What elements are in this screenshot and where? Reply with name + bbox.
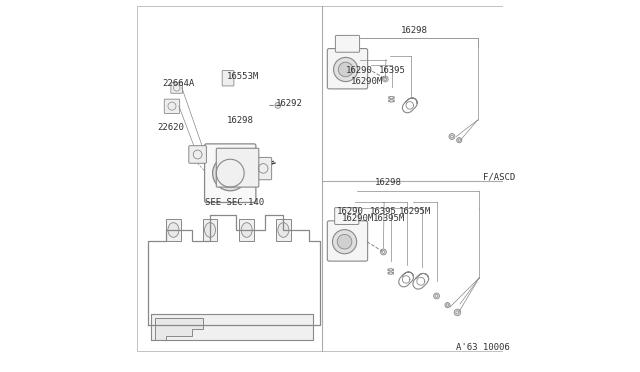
- Text: 22664A: 22664A: [163, 79, 195, 88]
- Text: 16292: 16292: [276, 99, 303, 108]
- Text: A'63 10006: A'63 10006: [456, 343, 509, 352]
- Text: 16290: 16290: [337, 207, 364, 216]
- FancyBboxPatch shape: [335, 208, 359, 224]
- FancyBboxPatch shape: [164, 99, 180, 113]
- Text: 16290: 16290: [346, 66, 372, 75]
- Circle shape: [445, 302, 450, 308]
- Circle shape: [454, 309, 461, 316]
- Text: 16290M: 16290M: [351, 77, 383, 86]
- FancyBboxPatch shape: [327, 49, 367, 89]
- Circle shape: [449, 134, 455, 140]
- FancyBboxPatch shape: [327, 221, 367, 261]
- Text: 22620: 22620: [157, 123, 184, 132]
- Text: 16298: 16298: [227, 116, 253, 125]
- Circle shape: [333, 57, 358, 81]
- Text: 16295M: 16295M: [399, 207, 431, 216]
- FancyBboxPatch shape: [222, 71, 234, 86]
- Text: 16395: 16395: [369, 207, 396, 216]
- Text: SEE SEC.140: SEE SEC.140: [205, 198, 264, 207]
- Bar: [166, 219, 180, 241]
- Text: F/ASCD: F/ASCD: [483, 172, 515, 181]
- Text: 16553M: 16553M: [227, 71, 259, 81]
- Circle shape: [275, 102, 281, 108]
- Bar: [239, 219, 254, 241]
- Text: 16298: 16298: [375, 178, 402, 187]
- Text: 16290M: 16290M: [342, 215, 374, 224]
- FancyBboxPatch shape: [171, 83, 182, 93]
- Circle shape: [337, 234, 352, 249]
- Circle shape: [380, 249, 387, 255]
- Text: 16298: 16298: [401, 26, 428, 35]
- FancyBboxPatch shape: [205, 144, 256, 202]
- Polygon shape: [152, 314, 313, 340]
- FancyBboxPatch shape: [335, 35, 360, 52]
- Circle shape: [212, 155, 248, 191]
- Ellipse shape: [241, 223, 252, 237]
- Ellipse shape: [168, 223, 179, 237]
- Circle shape: [433, 293, 440, 299]
- Circle shape: [218, 161, 242, 185]
- Circle shape: [382, 76, 388, 82]
- Text: 16395M: 16395M: [373, 215, 405, 224]
- Polygon shape: [155, 318, 203, 340]
- Circle shape: [339, 62, 353, 77]
- Circle shape: [457, 138, 462, 143]
- Bar: [203, 219, 218, 241]
- FancyBboxPatch shape: [255, 157, 271, 180]
- Ellipse shape: [278, 223, 289, 237]
- Ellipse shape: [205, 223, 216, 237]
- Circle shape: [332, 230, 356, 254]
- Bar: [276, 219, 291, 241]
- FancyBboxPatch shape: [189, 146, 207, 163]
- Text: 16395: 16395: [379, 66, 406, 75]
- FancyBboxPatch shape: [216, 148, 259, 187]
